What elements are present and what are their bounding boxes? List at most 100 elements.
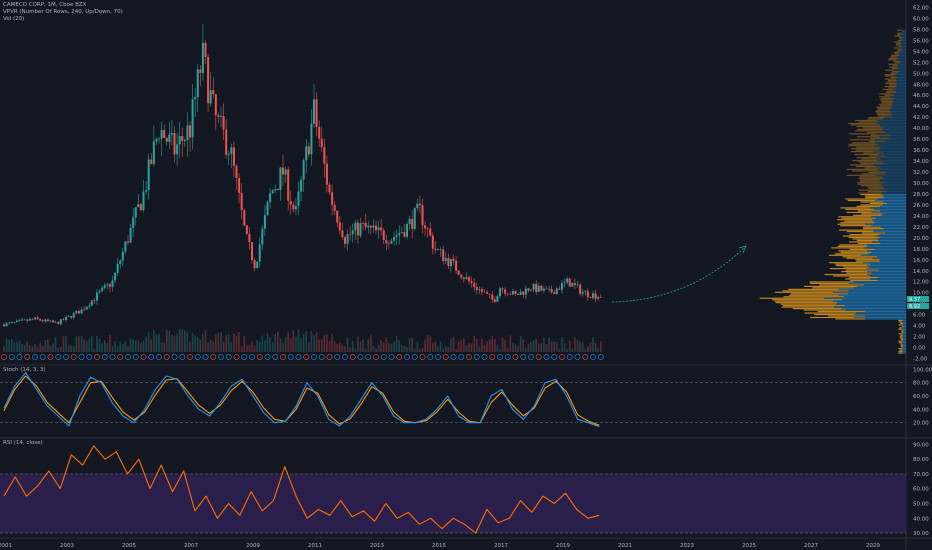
candle[interactable] xyxy=(256,261,259,269)
candle[interactable] xyxy=(491,294,494,300)
event-marker[interactable] xyxy=(373,354,379,360)
candle[interactable] xyxy=(426,228,429,229)
candle[interactable] xyxy=(584,291,587,292)
candle[interactable] xyxy=(382,230,385,240)
event-marker[interactable] xyxy=(396,354,403,360)
event-marker[interactable] xyxy=(551,354,558,360)
candle[interactable] xyxy=(186,125,189,140)
candle[interactable] xyxy=(434,248,437,250)
candle[interactable] xyxy=(377,227,380,231)
event-marker[interactable] xyxy=(125,354,131,360)
event-marker[interactable] xyxy=(171,354,178,360)
candle[interactable] xyxy=(431,235,434,249)
candle[interactable] xyxy=(243,210,246,226)
event-marker[interactable] xyxy=(202,354,209,360)
event-marker[interactable] xyxy=(16,354,23,360)
candle[interactable] xyxy=(318,126,321,139)
candle[interactable] xyxy=(93,300,96,301)
candle[interactable] xyxy=(23,319,26,321)
stoch-legend[interactable]: Stoch (14, 3, 3) xyxy=(3,367,46,373)
candle[interactable] xyxy=(390,240,393,244)
event-markers[interactable] xyxy=(1,354,604,360)
event-marker[interactable] xyxy=(435,354,441,360)
candle[interactable] xyxy=(240,192,243,211)
candle[interactable] xyxy=(183,139,186,141)
candle[interactable] xyxy=(170,133,173,135)
candle[interactable] xyxy=(232,147,235,166)
candle[interactable] xyxy=(106,284,109,286)
event-marker[interactable] xyxy=(140,354,147,360)
candle[interactable] xyxy=(88,305,91,307)
candle[interactable] xyxy=(5,323,8,327)
event-marker[interactable] xyxy=(559,354,565,360)
stoch-k-line[interactable] xyxy=(3,372,600,428)
candle[interactable] xyxy=(292,204,295,210)
candle[interactable] xyxy=(90,300,93,306)
candle[interactable] xyxy=(462,277,465,279)
candle[interactable] xyxy=(165,138,168,142)
event-marker[interactable] xyxy=(272,354,279,360)
candle[interactable] xyxy=(470,281,473,284)
candle[interactable] xyxy=(176,144,179,155)
event-marker[interactable] xyxy=(94,354,100,360)
event-marker[interactable] xyxy=(264,354,271,360)
candle[interactable] xyxy=(346,234,349,244)
candle[interactable] xyxy=(455,260,458,271)
stoch-d-line[interactable] xyxy=(3,375,600,426)
candle[interactable] xyxy=(222,116,225,130)
candle[interactable] xyxy=(519,291,522,295)
candle[interactable] xyxy=(108,284,111,287)
candle[interactable] xyxy=(266,202,269,216)
rsi-line[interactable] xyxy=(3,445,600,534)
candle[interactable] xyxy=(571,283,574,287)
candle[interactable] xyxy=(328,184,331,193)
event-marker[interactable] xyxy=(543,354,550,360)
event-marker[interactable] xyxy=(504,354,511,360)
candle[interactable] xyxy=(139,204,142,211)
event-marker[interactable] xyxy=(574,354,581,360)
candle[interactable] xyxy=(532,283,535,290)
rsi-panel[interactable]: 30.00 40.00 50.00 60.00 70.00 80.00 90.00 xyxy=(0,442,929,537)
candle[interactable] xyxy=(119,260,122,264)
candle[interactable] xyxy=(403,232,406,237)
candle[interactable] xyxy=(75,311,78,314)
candle[interactable] xyxy=(294,205,297,210)
candle[interactable] xyxy=(488,293,491,295)
event-marker[interactable] xyxy=(419,354,426,360)
event-marker[interactable] xyxy=(597,354,604,360)
event-marker[interactable] xyxy=(535,354,542,360)
candle[interactable] xyxy=(173,133,176,155)
candle[interactable] xyxy=(65,316,67,321)
candle[interactable] xyxy=(406,223,408,237)
candle[interactable] xyxy=(558,288,561,290)
candle[interactable] xyxy=(594,293,597,299)
candle[interactable] xyxy=(447,257,450,267)
candle[interactable] xyxy=(351,230,354,235)
event-marker[interactable] xyxy=(1,354,7,360)
candle[interactable] xyxy=(429,228,432,236)
candle[interactable] xyxy=(160,130,163,139)
candle[interactable] xyxy=(145,190,148,192)
candle[interactable] xyxy=(535,283,538,292)
candle[interactable] xyxy=(338,222,341,231)
event-marker[interactable] xyxy=(194,354,201,360)
event-marker[interactable] xyxy=(582,354,589,360)
symbol-title[interactable]: CAMECO CORP, 1M, Cboe BZX xyxy=(3,2,87,8)
candle[interactable] xyxy=(276,189,279,191)
candle[interactable] xyxy=(36,317,39,319)
candle[interactable] xyxy=(589,297,592,298)
event-marker[interactable] xyxy=(411,354,418,360)
candle[interactable] xyxy=(191,99,194,138)
price-axis[interactable]: -2.000.002.004.006.008.0010.0012.0014.00… xyxy=(913,5,929,362)
candle[interactable] xyxy=(302,160,305,180)
candle[interactable] xyxy=(344,237,346,244)
candle[interactable] xyxy=(545,288,548,290)
candle[interactable] xyxy=(331,192,334,205)
candle[interactable] xyxy=(279,167,282,191)
candle[interactable] xyxy=(199,69,202,73)
event-marker[interactable] xyxy=(349,354,356,360)
candle[interactable] xyxy=(227,154,230,155)
candle[interactable] xyxy=(289,200,292,205)
event-marker[interactable] xyxy=(256,354,263,360)
candle[interactable] xyxy=(152,141,155,164)
